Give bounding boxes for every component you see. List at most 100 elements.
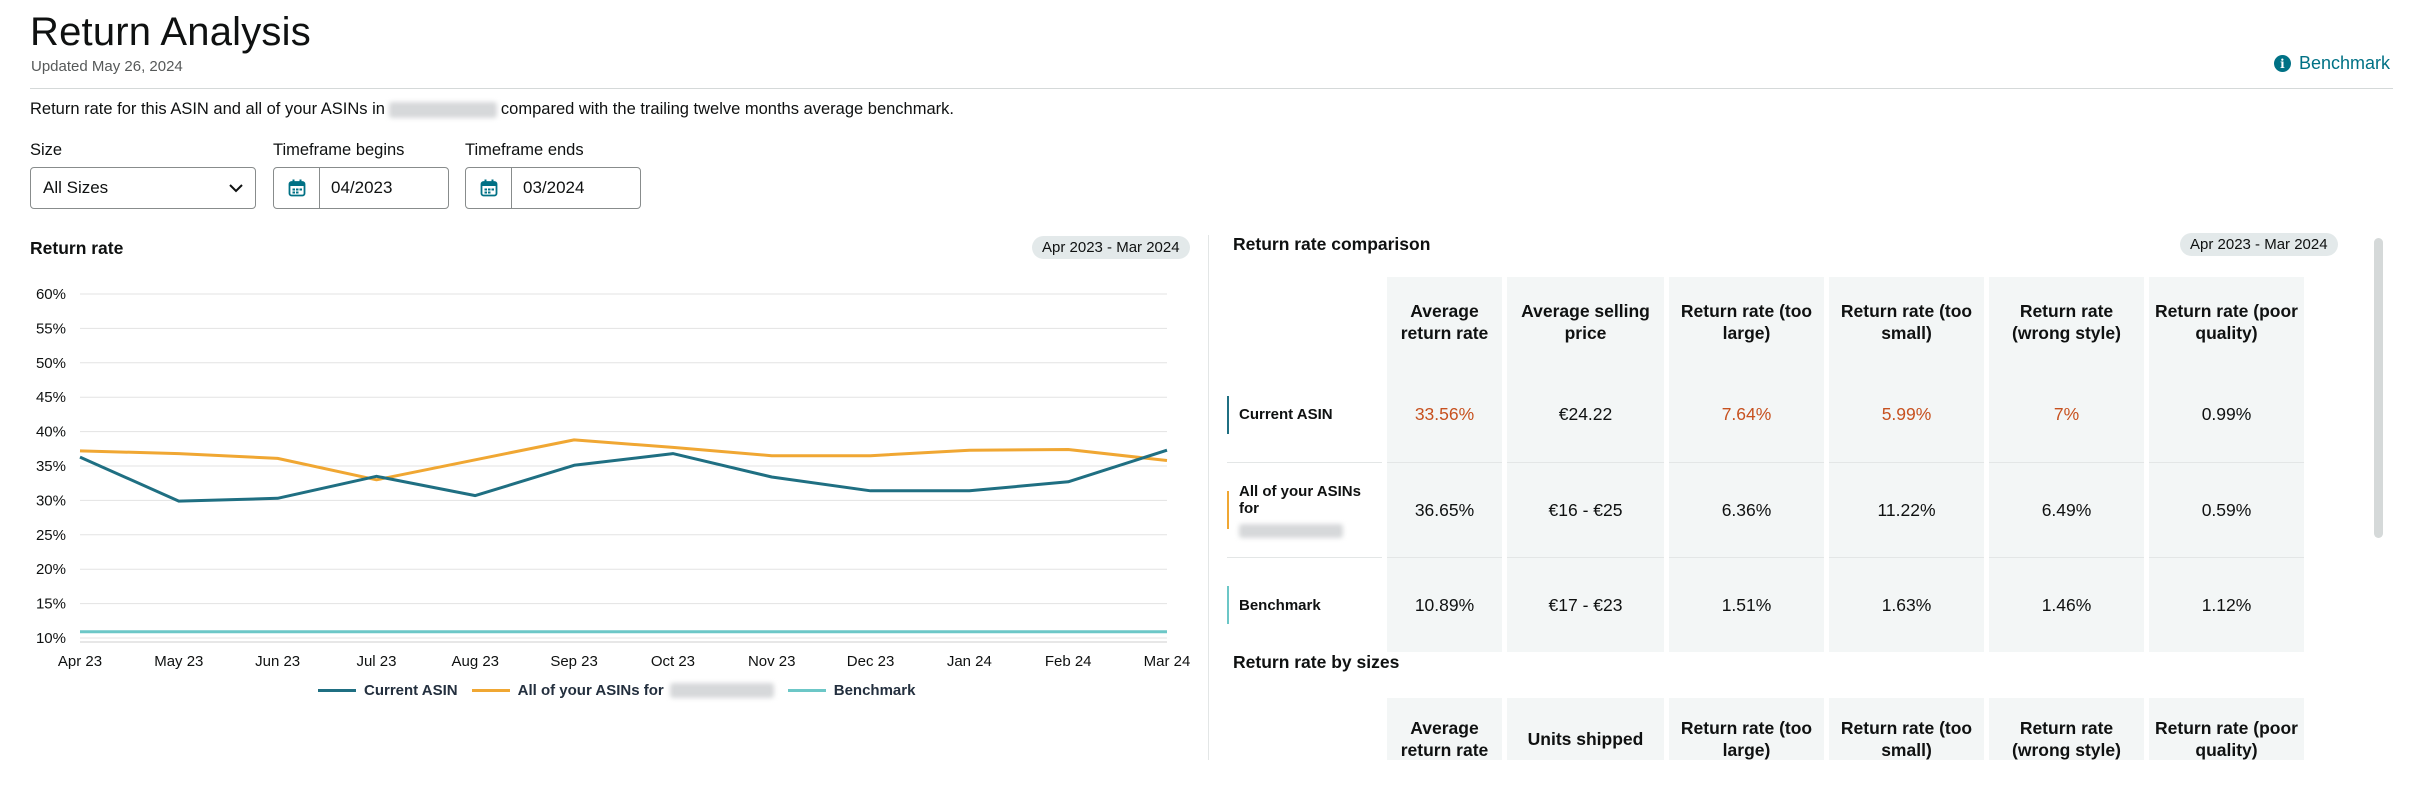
y-tick-label: 50% (36, 355, 66, 372)
x-tick-label: Apr 23 (58, 653, 102, 670)
size-label: Size (30, 141, 63, 159)
row-label-benchmark: Benchmark (1227, 557, 1382, 652)
y-tick-label: 30% (36, 492, 66, 509)
x-tick-label: Oct 23 (651, 653, 695, 670)
timeframe-ends-label: Timeframe ends (465, 141, 584, 159)
timeframe-ends-value: 03/2024 (523, 178, 585, 197)
table-cell: 0.59% (2149, 462, 2304, 557)
comparison-range: Apr 2023 - Mar 2024 (2180, 233, 2338, 256)
description-before: Return rate for this ASIN and all of you… (30, 100, 385, 118)
y-tick-label: 35% (36, 458, 66, 475)
y-tick-label: 60% (36, 286, 66, 303)
page-title: Return Analysis (30, 10, 311, 54)
column-header: Return rate (too large) (1669, 277, 1824, 367)
row-label-all-asins: All of your ASINs for (1227, 462, 1382, 557)
column-header: Return rate (wrong style) (1989, 277, 2144, 367)
y-tick-label: 45% (36, 389, 66, 406)
redacted-category (1239, 523, 1343, 538)
calendar-icon[interactable] (466, 168, 512, 208)
table-cell: 7% (1989, 367, 2144, 462)
comparison-title: Return rate comparison (1233, 234, 1431, 254)
y-tick-label: 20% (36, 561, 66, 578)
legend-benchmark[interactable]: Benchmark (787, 682, 915, 699)
row-label-text: Current ASIN (1239, 406, 1333, 423)
timeframe-ends-input[interactable]: 03/2024 (465, 167, 641, 209)
column-header: Return rate (too small) (1829, 277, 1984, 367)
y-tick-label: 10% (36, 630, 66, 647)
y-tick-label: 15% (36, 596, 66, 613)
x-tick-label: Aug 23 (451, 653, 499, 670)
x-tick-label: Dec 23 (847, 653, 895, 670)
x-tick-label: Feb 24 (1045, 653, 1092, 670)
column-header: Average return rate (1387, 277, 1502, 367)
table-row: All of your ASINs for 36.65% €16 - €25 6… (1227, 462, 2304, 557)
updated-date: Updated May 26, 2024 (31, 58, 183, 75)
table-header-row: Average return rate Average selling pric… (1227, 277, 2304, 367)
row-label-current-asin: Current ASIN (1227, 367, 1382, 462)
legend-current-asin[interactable]: Current ASIN (318, 682, 458, 699)
legend-swatch (787, 689, 826, 692)
row-label-text: All of your ASINs for (1239, 482, 1361, 517)
x-tick-label: Jun 23 (255, 653, 300, 670)
table-cell: 10.89% (1387, 557, 1502, 652)
row-label-text: Benchmark (1239, 596, 1321, 614)
redacted-category (669, 683, 774, 698)
blank-header (1227, 277, 1382, 367)
chart-legend: Current ASIN All of your ASINs for Bench… (318, 682, 929, 699)
description: Return rate for this ASIN and all of you… (30, 100, 954, 119)
series-line (79, 438, 1168, 482)
x-tick-label: Mar 24 (1144, 653, 1191, 670)
sizes-title: Return rate by sizes (1233, 652, 1400, 672)
column-header: Average selling price (1507, 277, 1664, 367)
table-cell: 5.99% (1829, 367, 1984, 462)
table-cell: 11.22% (1829, 462, 1984, 557)
return-rate-range: Apr 2023 - Mar 2024 (1032, 236, 1190, 259)
series-marker (1227, 395, 1229, 434)
y-tick-label: 55% (36, 320, 66, 337)
size-select[interactable]: All Sizes (30, 167, 256, 209)
return-rate-chart: 10% 15% 20% 25% 30% 35% 40% 45% 50% 55% 60% Apr 23… (36, 286, 1191, 670)
return-rate-title: Return rate (30, 238, 124, 258)
table-cell: 1.51% (1669, 557, 1824, 652)
x-tick-label: Jan 24 (947, 653, 992, 670)
benchmark-link-label: Benchmark (2298, 53, 2390, 73)
column-header: Return rate (poor quality) (2149, 277, 2304, 367)
series-marker (1227, 586, 1229, 624)
table-cell: €17 - €23 (1507, 557, 1664, 652)
table-cell: 1.12% (2149, 557, 2304, 652)
x-tick-label: Jul 23 (356, 653, 396, 670)
timeframe-begins-input[interactable]: 04/2023 (273, 167, 449, 209)
viewport-fade (0, 760, 2418, 787)
table-cell: 0.99% (2149, 367, 2304, 462)
legend-label: All of your ASINs for (517, 682, 664, 699)
timeframe-begins-value: 04/2023 (331, 178, 393, 197)
comparison-table: Average return rate Average selling pric… (1222, 277, 2309, 652)
table-row: Current ASIN 33.56% €24.22 7.64% 5.99% 7… (1227, 367, 2304, 462)
info-icon: i (2273, 55, 2291, 72)
panel-divider (1208, 235, 1209, 760)
description-after: compared with the trailing twelve months… (500, 100, 954, 118)
scrollbar[interactable] (2374, 238, 2383, 538)
y-tick-label: 25% (36, 527, 66, 544)
x-tick-label: Sep 23 (550, 653, 598, 670)
timeframe-begins-label: Timeframe begins (273, 141, 405, 159)
table-cell: 6.36% (1669, 462, 1824, 557)
y-tick-label: 40% (36, 424, 66, 441)
legend-swatch (318, 689, 356, 692)
calendar-icon[interactable] (274, 168, 320, 208)
legend-all-asins[interactable]: All of your ASINs for (471, 682, 774, 699)
table-cell: €24.22 (1507, 367, 1664, 462)
table-cell: 6.49% (1989, 462, 2144, 557)
header-divider (30, 88, 2393, 89)
chevron-down-icon (229, 178, 243, 198)
legend-label: Current ASIN (364, 682, 458, 699)
series-line (79, 448, 1168, 503)
table-cell: 1.63% (1829, 557, 1984, 652)
x-tick-label: Nov 23 (748, 653, 796, 670)
table-cell: 1.46% (1989, 557, 2144, 652)
table-cell: 36.65% (1387, 462, 1502, 557)
legend-swatch (471, 689, 510, 692)
benchmark-link[interactable]: i Benchmark (2273, 53, 2390, 74)
table-cell: 7.64% (1669, 367, 1824, 462)
x-tick-label: May 23 (154, 653, 203, 670)
